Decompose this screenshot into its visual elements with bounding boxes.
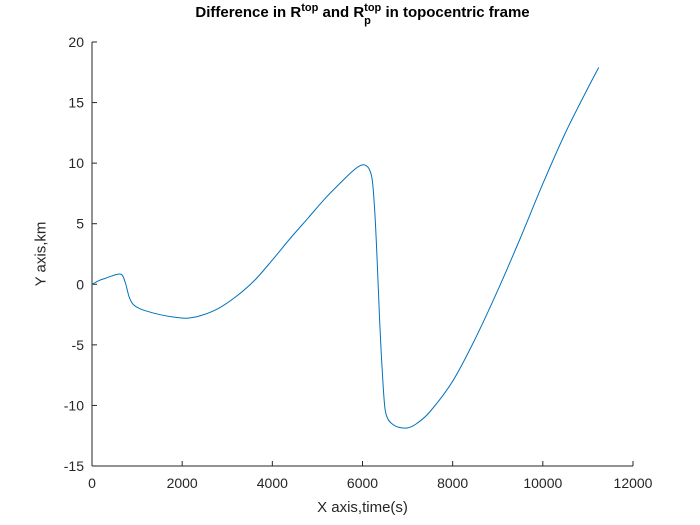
x-axis-label: X axis,time(s) (317, 499, 408, 516)
chart-title: Difference in Rtop and Rtop p in topocent… (195, 2, 530, 27)
x-tick-label: 2000 (167, 475, 198, 491)
y-tick-label: -5 (72, 337, 85, 353)
y-tick-label: 5 (76, 216, 84, 232)
y-tick-label: 20 (68, 34, 84, 50)
y-tick-label: 15 (68, 95, 84, 111)
x-tick-label: 10000 (523, 475, 562, 491)
x-tick-label: 6000 (347, 475, 378, 491)
y-tick-label: 10 (68, 155, 84, 171)
series-line (91, 67, 600, 429)
x-tick-label: 8000 (437, 475, 468, 491)
y-tick-label: 0 (76, 276, 84, 292)
y-axis-label: Y axis,km (32, 221, 50, 287)
x-tick-label: 4000 (257, 475, 288, 491)
y-tick-label: -15 (64, 458, 84, 474)
x-tick-label: 0 (88, 475, 96, 491)
x-tick-label: 12000 (614, 475, 653, 491)
y-tick-label: -10 (64, 397, 84, 413)
